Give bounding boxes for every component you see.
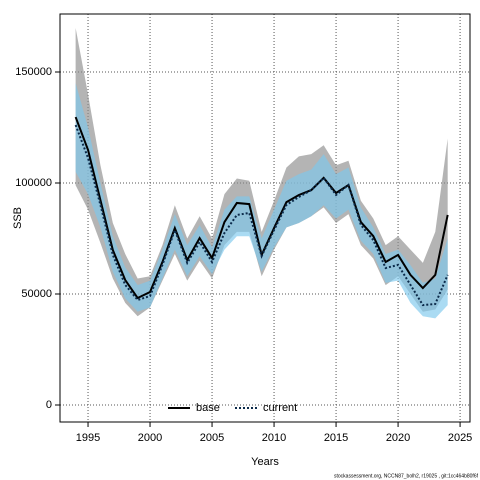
footer: stockassessment.org, NCCN87_bolh2, r1902…	[334, 473, 479, 479]
x-tick-label: 1995	[76, 432, 100, 444]
y-axis-label: SSB	[12, 207, 24, 229]
legend-label: base	[196, 402, 220, 414]
confidence-band	[75, 83, 448, 319]
x-tick-label: 2005	[200, 432, 224, 444]
x-tick-label: 2000	[138, 432, 162, 444]
x-tick-label: 2025	[448, 432, 472, 444]
legend-label: current	[263, 402, 297, 414]
x-axis-label: Years	[251, 456, 279, 468]
y-tick-label: 50000	[21, 288, 52, 300]
series-line	[74, 124, 449, 307]
x-tick-label: 2020	[386, 432, 410, 444]
y-tick-label: 0	[46, 399, 52, 411]
y-tick-label: 150000	[15, 66, 52, 78]
x-tick-label: 2015	[324, 432, 348, 444]
y-tick-label: 100000	[15, 177, 52, 189]
x-tick-label: 2010	[262, 432, 286, 444]
plot-frame	[59, 13, 471, 423]
